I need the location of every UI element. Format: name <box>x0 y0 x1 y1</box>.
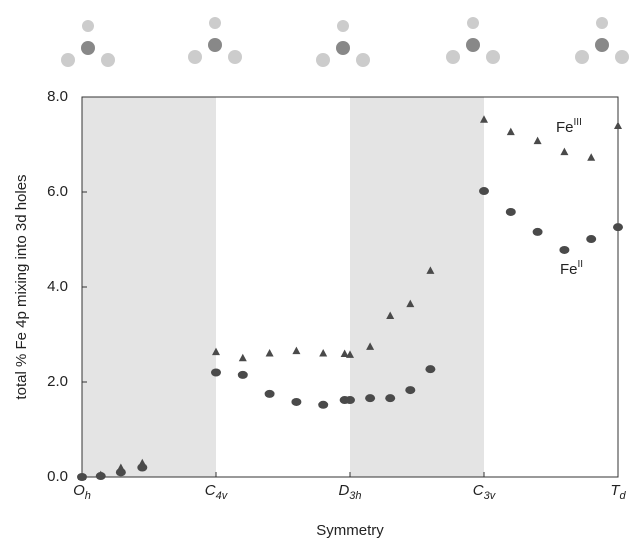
triangle-marker <box>480 115 488 123</box>
shaded-region <box>350 97 484 477</box>
circle-marker <box>291 397 302 406</box>
y-tick-label: 6.0 <box>47 183 68 200</box>
triangle-marker <box>212 347 220 356</box>
circle-marker <box>586 235 597 244</box>
circle-marker <box>345 396 355 405</box>
circle-marker <box>425 365 436 374</box>
molecule-icon <box>575 17 629 73</box>
shaded-region <box>82 97 216 477</box>
triangle-marker <box>265 349 274 357</box>
triangle-marker <box>506 127 515 136</box>
molecule-icon <box>61 20 115 76</box>
circle-marker <box>365 394 376 403</box>
circle-marker <box>318 400 329 409</box>
y-tick-label: 2.0 <box>47 373 68 390</box>
triangle-marker <box>406 299 415 308</box>
molecule-icon <box>188 17 242 73</box>
triangle-marker <box>587 153 596 161</box>
y-tick-label: 0.0 <box>47 468 68 485</box>
y-axis-label: total % Fe 4p mixing into 3d holes <box>13 174 30 399</box>
annotation: FeII <box>560 259 583 278</box>
circle-marker <box>405 386 416 395</box>
triangle-marker <box>366 342 375 350</box>
circle-marker <box>613 223 623 232</box>
triangle-marker <box>292 346 301 355</box>
triangle-marker <box>386 311 395 319</box>
triangle-marker <box>346 350 354 358</box>
circle-marker <box>479 187 489 196</box>
circle-marker <box>385 394 396 403</box>
circle-marker <box>237 370 248 379</box>
molecule-icon <box>446 17 500 73</box>
x-tick-label: C4v <box>205 482 229 502</box>
triangle-marker <box>238 353 247 362</box>
y-tick-label: 4.0 <box>47 278 68 295</box>
molecule-icon <box>316 20 370 76</box>
circle-marker <box>559 245 570 254</box>
circle-marker <box>137 463 148 472</box>
circle-marker <box>532 227 543 236</box>
x-tick-label: Td <box>610 482 626 502</box>
molecule-icons <box>61 17 629 76</box>
triangle-marker <box>319 349 328 357</box>
y-tick-label: 8.0 <box>47 88 68 105</box>
x-tick-label: D3h <box>338 482 361 502</box>
triangle-marker <box>614 121 622 129</box>
circle-marker <box>95 472 106 481</box>
circle-marker <box>211 368 221 377</box>
x-tick-label: C3v <box>473 482 497 502</box>
annotation: FeIII <box>556 117 582 136</box>
triangle-marker <box>426 266 435 274</box>
circle-marker <box>264 389 275 398</box>
x-tick-label: Oh <box>73 482 91 502</box>
circle-marker <box>115 468 126 477</box>
triangle-marker <box>560 147 569 156</box>
triangle-marker <box>533 136 542 145</box>
x-axis-label: Symmetry <box>316 522 384 539</box>
plot-area: 0.0 2.0 4.0 6.0 8.0 Oh C4v D3h C3v Td <box>47 88 626 502</box>
circle-marker <box>505 207 516 216</box>
circle-marker <box>77 473 87 481</box>
triangle-marker <box>340 349 349 357</box>
